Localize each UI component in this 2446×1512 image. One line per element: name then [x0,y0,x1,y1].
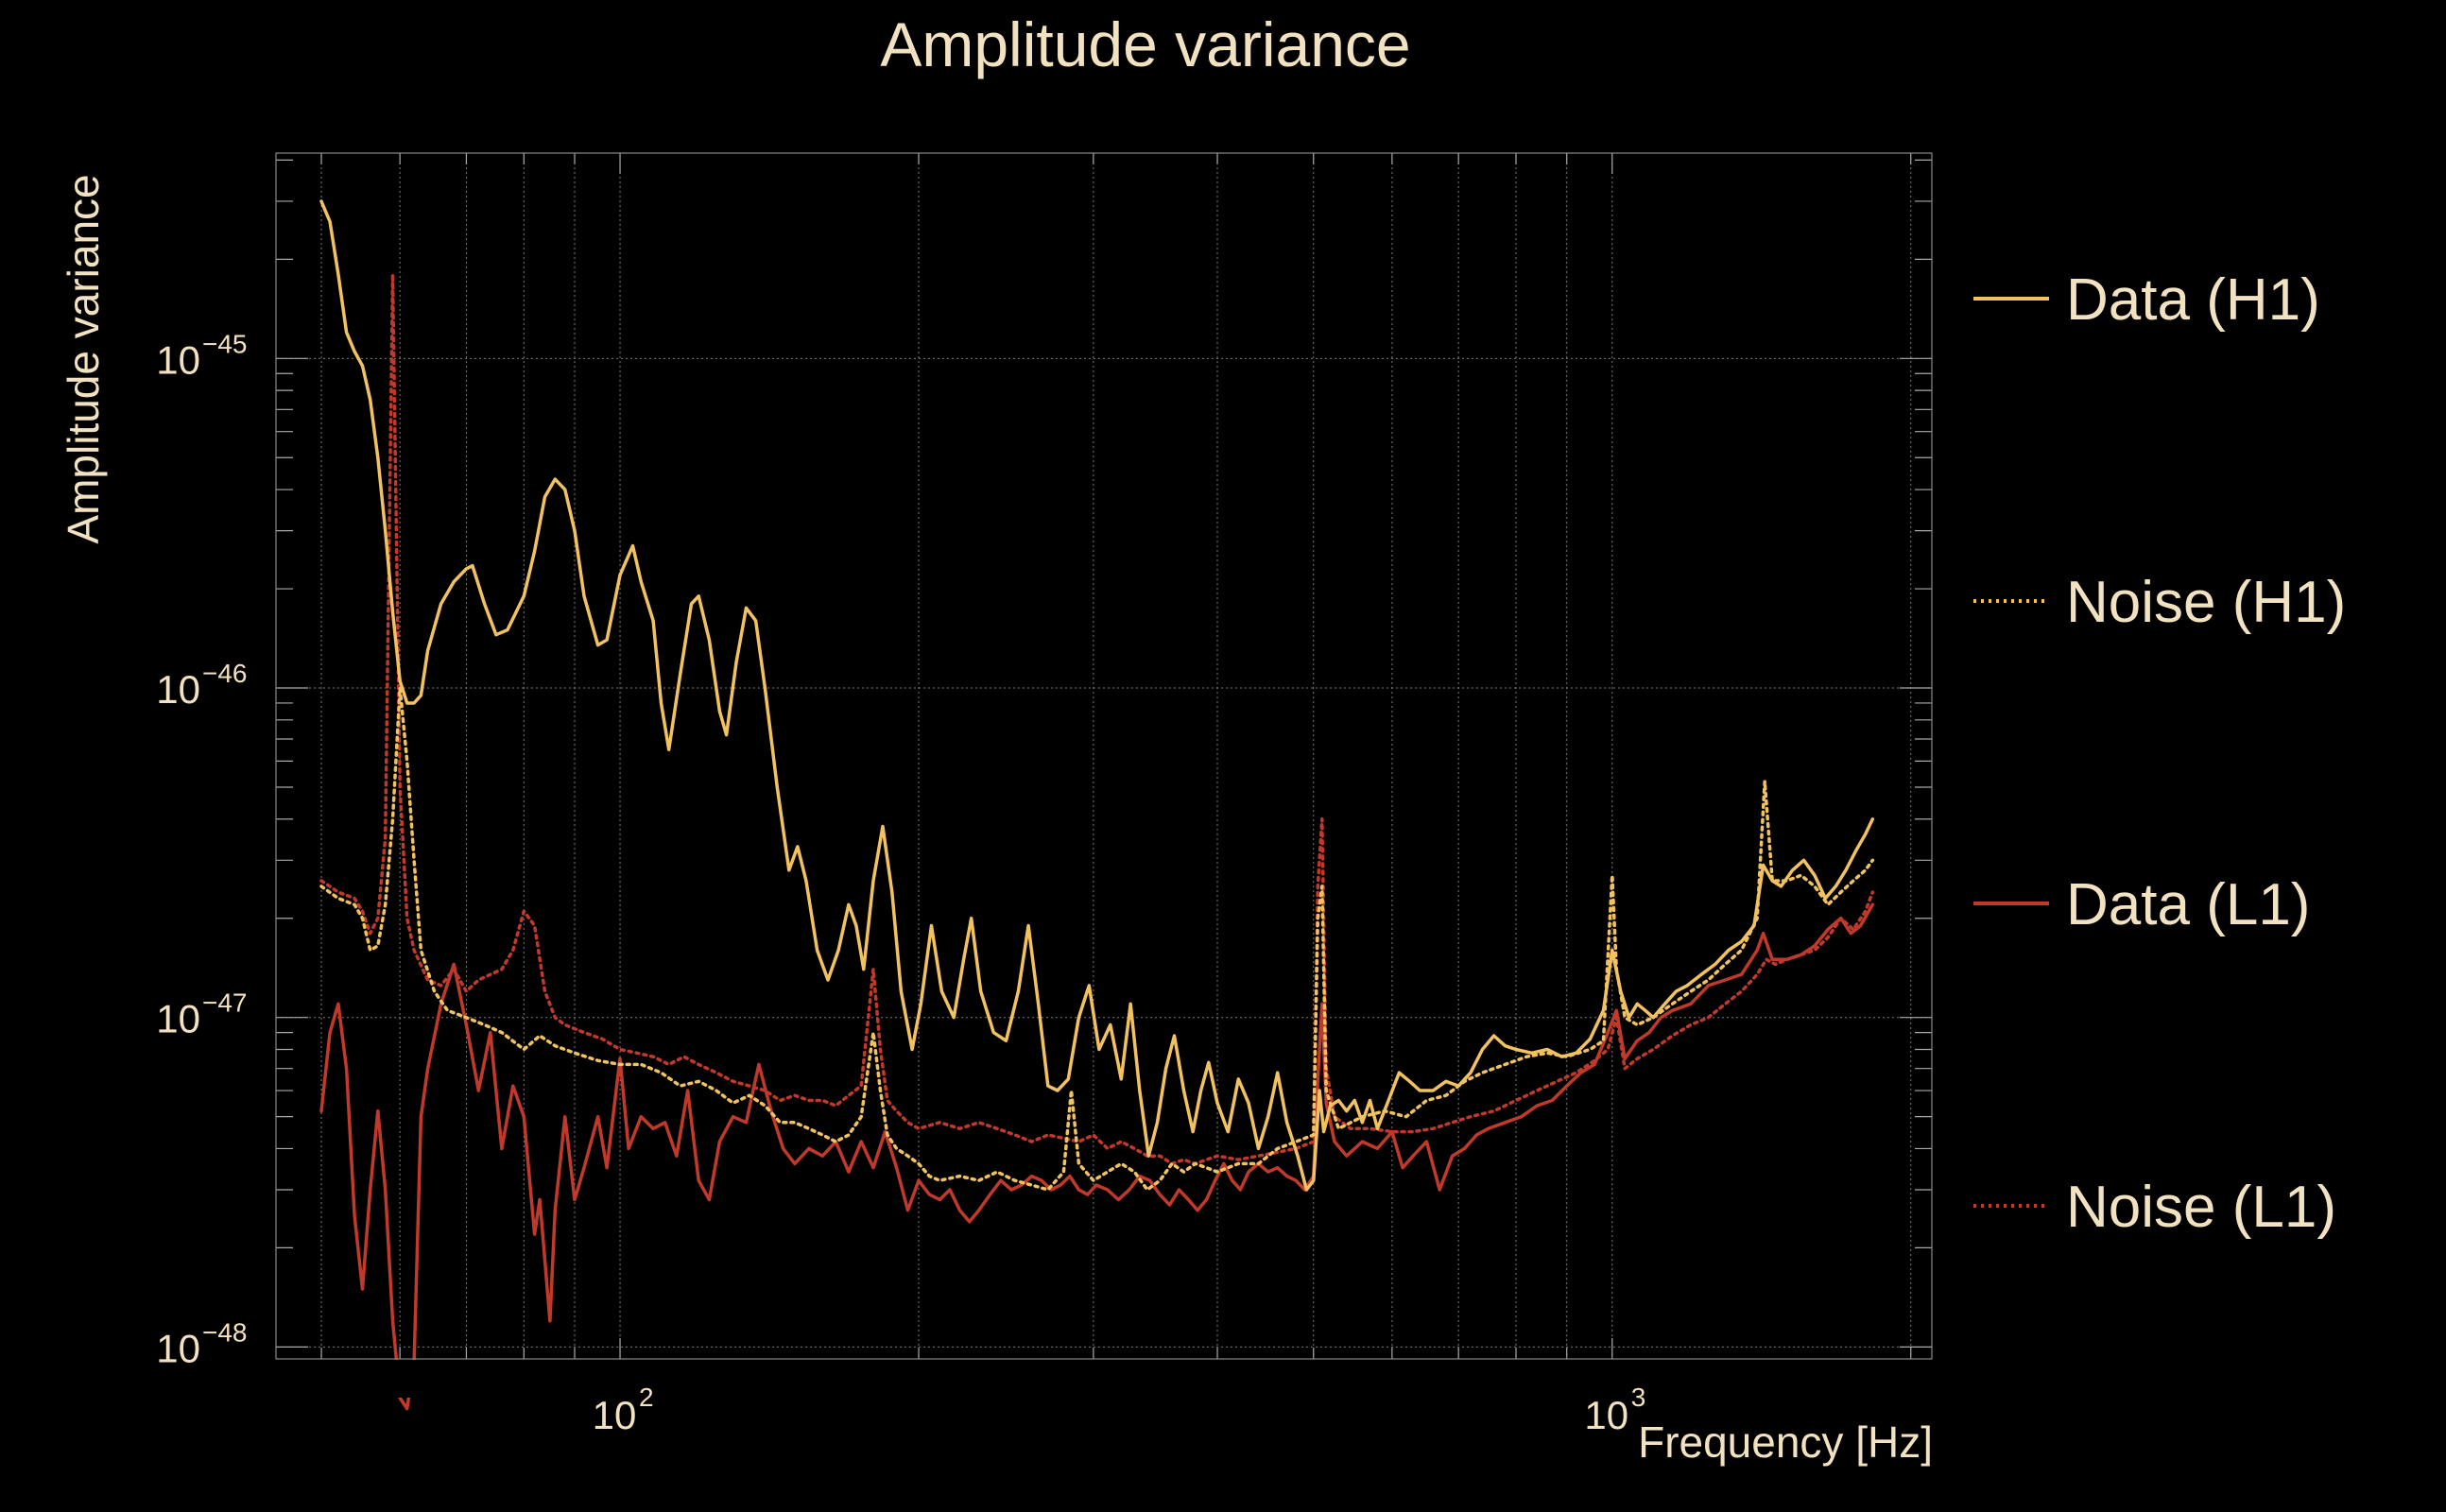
y-tick-label: 10 [156,337,200,382]
x-tick-label-exponent: 3 [1631,1383,1646,1412]
x-tick-label-exponent: 2 [639,1383,654,1412]
series-line-data-l1 [319,902,1875,1411]
x-tick-label: 10 [1584,1393,1628,1437]
series-line-noise-l1 [319,272,1875,1166]
legend-label: Noise (H1) [2066,570,2346,635]
y-tick-label: 10 [156,1326,200,1370]
series-line-noise-h1 [319,686,1875,1192]
x-axis-label: Frequency [Hz] [1638,1418,1933,1467]
x-tick-labels: 10 2 10 3 [593,1383,1646,1437]
y-tick-label-exponent: −48 [202,1317,248,1347]
plot-clip [276,1360,1932,1398]
y-tick-label-exponent: −47 [202,988,248,1018]
y-tick-label: 10 [156,997,200,1041]
y-axis-label: Amplitude variance [59,174,108,543]
plot-frame [275,152,1933,1360]
series-layer [319,199,1875,1411]
legend-label: Data (H1) [2066,267,2320,333]
legend: Data (H1) Noise (H1) Data (L1) Noise (L1) [1973,267,2346,1240]
legend-label: Data (L1) [2066,872,2310,937]
series-line-data-h1 [319,199,1875,1192]
y-tick-label-exponent: −45 [202,329,248,358]
clip-bottom [276,1360,1932,1398]
chart-title: Amplitude variance [880,9,1410,79]
y-tick-label-exponent: −46 [202,659,248,688]
minor-ticks [276,153,1932,1359]
legend-label: Noise (L1) [2066,1175,2336,1240]
y-tick-label: 10 [156,667,200,712]
x-tick-label: 10 [593,1393,637,1437]
